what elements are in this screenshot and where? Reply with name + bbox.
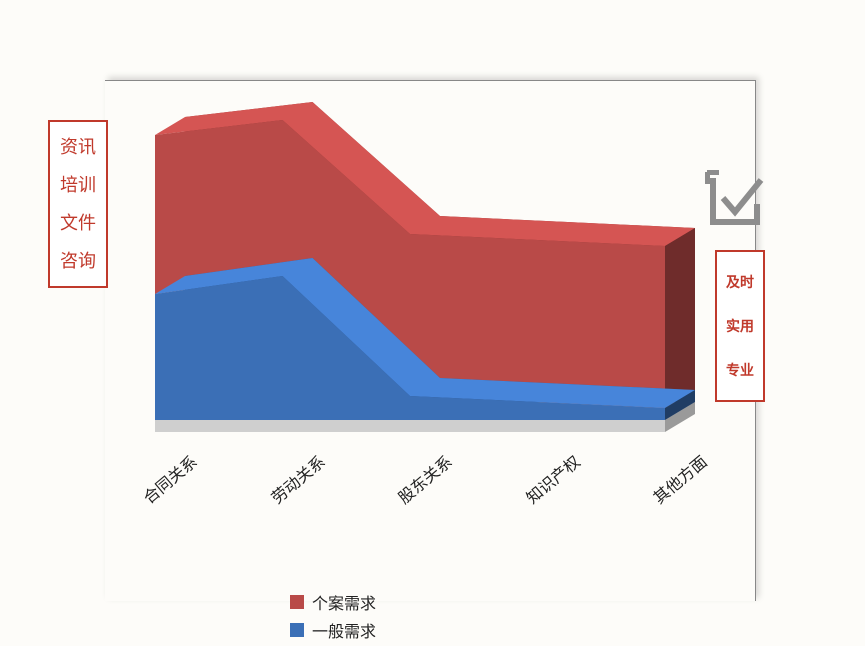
right-attribute-box: 及时 实用 专业 [715, 250, 765, 402]
legend-item: 个案需求 [290, 590, 376, 614]
left-item: 培训 [54, 166, 102, 204]
legend-swatch [290, 595, 304, 609]
right-item: 及时 [719, 260, 761, 304]
right-item: 实用 [719, 304, 761, 348]
right-item: 专业 [719, 348, 761, 392]
legend-label: 个案需求 [312, 590, 376, 614]
left-item: 文件 [54, 204, 102, 242]
checkmark-icon [705, 170, 765, 230]
left-category-box: 资讯 培训 文件 咨询 [48, 120, 108, 288]
area-chart-3d [105, 80, 755, 600]
chart-legend: 个案需求 一般需求 [290, 590, 376, 646]
left-item: 咨询 [54, 242, 102, 280]
legend-label: 一般需求 [312, 618, 376, 642]
legend-swatch [290, 623, 304, 637]
legend-item: 一般需求 [290, 618, 376, 642]
left-item: 资讯 [54, 128, 102, 166]
